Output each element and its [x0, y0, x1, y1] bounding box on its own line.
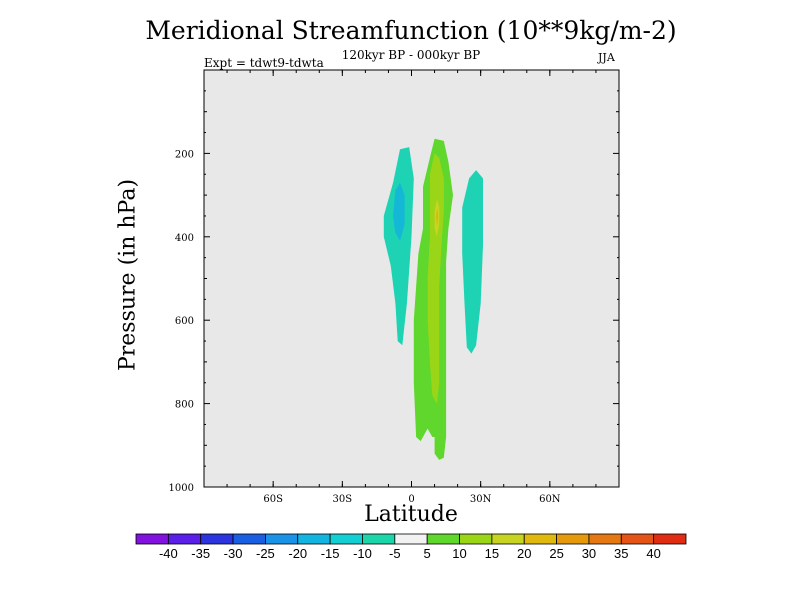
x-tick-label: 0: [408, 494, 414, 505]
contour-layer: [383, 138, 483, 460]
contour-region-3: [427, 153, 444, 404]
x-axis-label: Latitude: [364, 502, 458, 527]
x-tick-label: 30N: [470, 494, 492, 505]
colorbar-label: -30: [224, 546, 243, 561]
colorbar-label: 5: [424, 546, 431, 561]
chart-title: Meridional Streamfunction (10**9kg/m-2): [145, 16, 677, 45]
colorbar-label: 10: [452, 546, 466, 561]
colorbar-swatch: [329, 533, 363, 545]
colorbar-label: -40: [159, 546, 178, 561]
y-tick-label: 1000: [169, 483, 194, 494]
colorbar-swatch: [200, 533, 234, 545]
tick-layer: 60S 30S 0 30N 60N 200 400 600 800 1000: [169, 70, 619, 505]
colorbar-label: 20: [517, 546, 531, 561]
colorbar-swatch: [265, 533, 299, 545]
colorbar-label: -5: [389, 546, 401, 561]
contour-region-5: [435, 207, 439, 227]
colorbar-swatch: [620, 533, 655, 545]
colorbar-label: -35: [191, 546, 210, 561]
colorbar-label: 25: [549, 546, 563, 561]
contour-region-1: [393, 182, 405, 241]
colorbar-swatch: [426, 533, 460, 545]
x-tick-label: 60N: [539, 494, 561, 505]
x-tick-label: 30S: [333, 494, 353, 505]
colorbar-swatch: [297, 533, 331, 545]
colorbar-label: 40: [646, 546, 660, 561]
colorbar-swatch: [459, 533, 493, 545]
colorbar-swatch: [362, 533, 396, 545]
colorbar-swatch: [556, 533, 590, 545]
chart-subtitle: 120kyr BP - 000kyr BP: [341, 48, 481, 62]
colorbar: -40 -35 -30 -25 -20 -15 -10 -5 5 10 15 20 25 30 35 40: [135, 533, 687, 561]
colorbar-label: 15: [485, 546, 499, 561]
colorbar-label: 35: [614, 546, 628, 561]
colorbar-swatch: [653, 533, 687, 545]
colorbar-swatch: [588, 533, 622, 545]
colorbar-swatch: [394, 533, 428, 545]
x-tick-label: 60S: [263, 494, 283, 505]
contour-region-6: [462, 170, 483, 354]
colorbar-label: -20: [288, 546, 307, 561]
colorbar-label: 30: [582, 546, 596, 561]
colorbar-swatch: [491, 533, 525, 545]
y-tick-label: 800: [175, 400, 194, 411]
experiment-label: Expt = tdwt9-tdwta: [204, 56, 324, 70]
contour-region-0: [383, 147, 414, 346]
colorbar-swatch: [232, 533, 266, 545]
y-tick-label: 200: [175, 149, 194, 160]
y-tick-label: 400: [175, 233, 194, 244]
plot-area: [204, 70, 619, 487]
colorbar-label: -10: [353, 546, 372, 561]
colorbar-swatch: [523, 533, 557, 545]
y-tick-label: 600: [175, 316, 194, 327]
season-label: JJA: [598, 51, 615, 64]
colorbar-label: -25: [256, 546, 275, 561]
colorbar-swatch: [167, 533, 202, 545]
colorbar-swatch: [135, 533, 169, 545]
colorbar-label: -15: [321, 546, 340, 561]
